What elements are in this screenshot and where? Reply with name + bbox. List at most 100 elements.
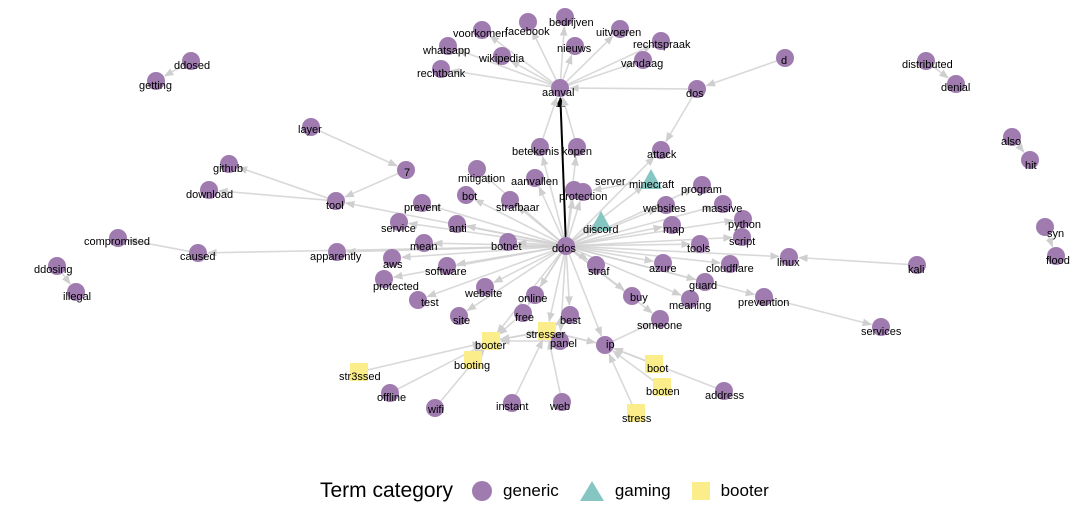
node-label-program: program <box>681 184 722 196</box>
node-aanvallen <box>526 169 544 187</box>
edge-distributed-denial <box>932 65 949 79</box>
node-ddos <box>557 237 575 255</box>
edge-ddos-strafbaar <box>516 205 560 241</box>
node-nieuws <box>566 37 584 55</box>
node-label-software: software <box>425 266 467 278</box>
edge-ddos-mean <box>433 239 558 248</box>
node-label-straf: straf <box>588 266 610 278</box>
edge-ddos-protected <box>392 246 558 280</box>
node-label-linux: linux <box>777 257 800 269</box>
node-label-test: test <box>421 297 439 309</box>
node-illegal <box>67 283 85 301</box>
edge-web-stresser <box>547 339 561 394</box>
node-cloudflare <box>721 255 739 273</box>
node-kopen <box>568 138 586 156</box>
edge-ddos-massive <box>574 205 715 245</box>
node-label-someone: someone <box>637 320 682 332</box>
node-label-booting: booting <box>454 360 490 372</box>
node-label-download: download <box>186 189 233 201</box>
node-label-facebook: facebook <box>505 26 550 38</box>
node-label-mitigation: mitigation <box>458 173 505 185</box>
node-kali <box>908 256 926 274</box>
node-label-anti: anti <box>449 223 467 235</box>
edge-aanval-facebook <box>531 30 557 81</box>
node-layer <box>48 8 1065 422</box>
edge-betekenis-aanval <box>542 96 558 139</box>
edge-ddos-discord <box>572 226 594 242</box>
generic-circle-icon <box>472 481 493 501</box>
node-anti <box>448 215 466 233</box>
node-services <box>872 318 890 336</box>
node-label-websites: websites <box>642 203 686 215</box>
node-protected <box>375 270 393 288</box>
edge-ddos-tools <box>574 240 691 249</box>
edge-address-ip <box>613 347 716 389</box>
edge-ddos-linux <box>574 245 780 260</box>
node-software <box>438 257 456 275</box>
edge-aanval-nieuws <box>562 54 573 80</box>
node-label-nieuws: nieuws <box>557 43 592 55</box>
node-label-stress: stress <box>622 413 652 425</box>
edge-aanval-voorkomen <box>489 35 554 84</box>
label-layer: ddosaanvalvoorkomenfacebookbedrijvenuitv… <box>34 17 1070 425</box>
node-label-also: also <box>1001 136 1021 148</box>
node-linux <box>780 248 798 266</box>
node-label-booten: booten <box>646 386 680 398</box>
node-distributed <box>917 52 935 70</box>
edge-ddos-straf <box>573 250 589 261</box>
edge-tool-github <box>237 166 328 199</box>
edge-syn-flood <box>1045 235 1054 248</box>
node-label-map: map <box>663 224 684 236</box>
node-label-dos: dos <box>686 88 704 100</box>
edge-ddos-website <box>493 249 559 284</box>
node-label-tools: tools <box>687 243 711 255</box>
node-label-bot: bot <box>462 191 477 203</box>
node-facebook <box>519 13 537 31</box>
node-caused <box>189 244 207 262</box>
node-label-services: services <box>861 326 902 338</box>
node-buy <box>623 287 641 305</box>
legend-title: Term category <box>320 479 454 502</box>
edge-ddos-python <box>574 218 735 246</box>
node-stress <box>627 404 645 422</box>
node-strafbaar <box>501 191 519 209</box>
node-label-aanval: aanval <box>542 87 574 99</box>
node-label-caused: caused <box>180 251 215 263</box>
node-label-flood: flood <box>1046 255 1070 267</box>
edge-tool-download <box>218 187 328 202</box>
edge-aanval-rechtspraak <box>567 44 653 85</box>
node-label-tool: tool <box>326 200 344 212</box>
node-label-botnet: botnet <box>491 241 522 253</box>
node-booter <box>482 332 500 350</box>
node-rechtbank <box>432 60 450 78</box>
node-site <box>450 307 468 325</box>
node-aws <box>383 249 401 267</box>
node-label-ddosing: ddosing <box>34 264 73 276</box>
node-label-kopen: kopen <box>562 146 592 158</box>
edge-instant-stresser <box>515 339 544 396</box>
edge-ddos-best <box>565 254 573 306</box>
node-str3ssed <box>350 363 368 381</box>
node-label-layer: layer <box>298 124 322 136</box>
legend-item-booter: booter <box>691 481 769 501</box>
node-label-voorkomen: voorkomen <box>453 28 507 40</box>
edge-ddos-apparently <box>346 245 558 256</box>
node-booting <box>464 351 482 369</box>
node-layer <box>302 118 320 136</box>
edge-kali-linux <box>798 254 909 266</box>
edge-kopen-aanval <box>561 96 576 139</box>
edge-ddos-site <box>466 250 559 312</box>
node-label-whatsapp: whatsapp <box>422 45 470 57</box>
node-websites <box>657 196 675 214</box>
node-attack <box>652 141 670 159</box>
node-label-prevention: prevention <box>738 297 789 309</box>
node-label-wikipedia: wikipedia <box>478 53 525 65</box>
node-offline <box>381 384 399 402</box>
edge-ddos-stresser <box>547 254 565 323</box>
edge-minecraft-server <box>591 180 643 193</box>
node-dos <box>688 80 706 98</box>
edge-aanval-vandaag <box>568 62 635 86</box>
node-label-aws: aws <box>383 259 403 271</box>
edge-stress-ip <box>608 353 633 406</box>
node-also <box>1003 128 1021 146</box>
